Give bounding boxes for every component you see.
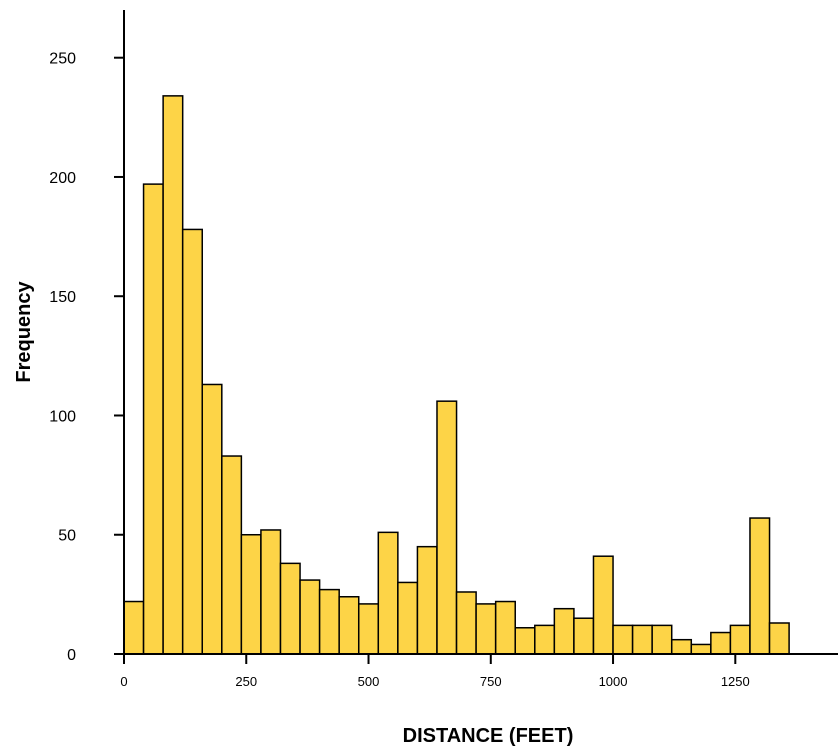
histogram-bar bbox=[299, 579, 321, 655]
histogram-bar bbox=[357, 603, 380, 655]
histogram-bar bbox=[338, 596, 360, 655]
histogram-bar bbox=[162, 95, 184, 655]
x-tick-label: 0 bbox=[120, 674, 127, 689]
histogram-bar bbox=[123, 600, 145, 655]
histogram-bar bbox=[651, 624, 673, 655]
histogram-bar bbox=[201, 383, 223, 655]
histogram-bar bbox=[729, 624, 751, 655]
x-axis-title: DISTANCE (FEET) bbox=[403, 725, 574, 747]
histogram-bar bbox=[534, 624, 556, 655]
histogram-bar bbox=[670, 638, 693, 655]
histogram-bar bbox=[397, 581, 419, 655]
histogram-bar bbox=[142, 183, 164, 655]
histogram-bar bbox=[240, 533, 262, 655]
histogram-bar bbox=[318, 588, 340, 655]
y-tick-label: 200 bbox=[49, 170, 76, 187]
y-tick-label: 100 bbox=[49, 408, 76, 425]
histogram-bar bbox=[690, 643, 712, 655]
x-tick-label: 1000 bbox=[599, 674, 628, 689]
histogram-bar bbox=[573, 617, 595, 655]
histogram-bar bbox=[377, 531, 399, 655]
histogram-bar bbox=[279, 562, 301, 655]
histogram-bar bbox=[260, 529, 282, 655]
histogram-bar bbox=[631, 624, 653, 655]
y-axis-ticks: 0 50 100 150 200 250 bbox=[49, 51, 124, 664]
histogram-bar bbox=[416, 545, 438, 655]
y-axis-title: Frequency bbox=[13, 281, 35, 383]
histogram-bar bbox=[768, 622, 790, 655]
y-tick-label: 150 bbox=[49, 289, 76, 306]
histogram-bar bbox=[592, 555, 614, 655]
histogram-bar bbox=[612, 624, 634, 655]
y-tick-label: 0 bbox=[67, 647, 76, 664]
x-tick-label: 750 bbox=[480, 674, 502, 689]
histogram-bar bbox=[181, 228, 203, 655]
histogram-bar bbox=[553, 607, 575, 655]
histogram-bar bbox=[475, 603, 497, 655]
histogram-bar bbox=[221, 455, 243, 655]
histogram-bar bbox=[749, 517, 771, 655]
bars-group bbox=[123, 95, 790, 655]
histogram-bar bbox=[494, 600, 516, 655]
histogram-bar bbox=[455, 591, 477, 655]
histogram-bar bbox=[710, 631, 732, 655]
histogram-bar bbox=[436, 400, 458, 655]
x-axis-ticks: 0 250 500 750 1000 1250 bbox=[120, 654, 750, 689]
x-tick-label: 250 bbox=[235, 674, 257, 689]
x-tick-label: 500 bbox=[358, 674, 380, 689]
histogram-bar bbox=[514, 627, 536, 655]
x-tick-label: 1250 bbox=[721, 674, 750, 689]
y-tick-label: 250 bbox=[49, 51, 76, 68]
y-tick-label: 50 bbox=[58, 528, 76, 545]
